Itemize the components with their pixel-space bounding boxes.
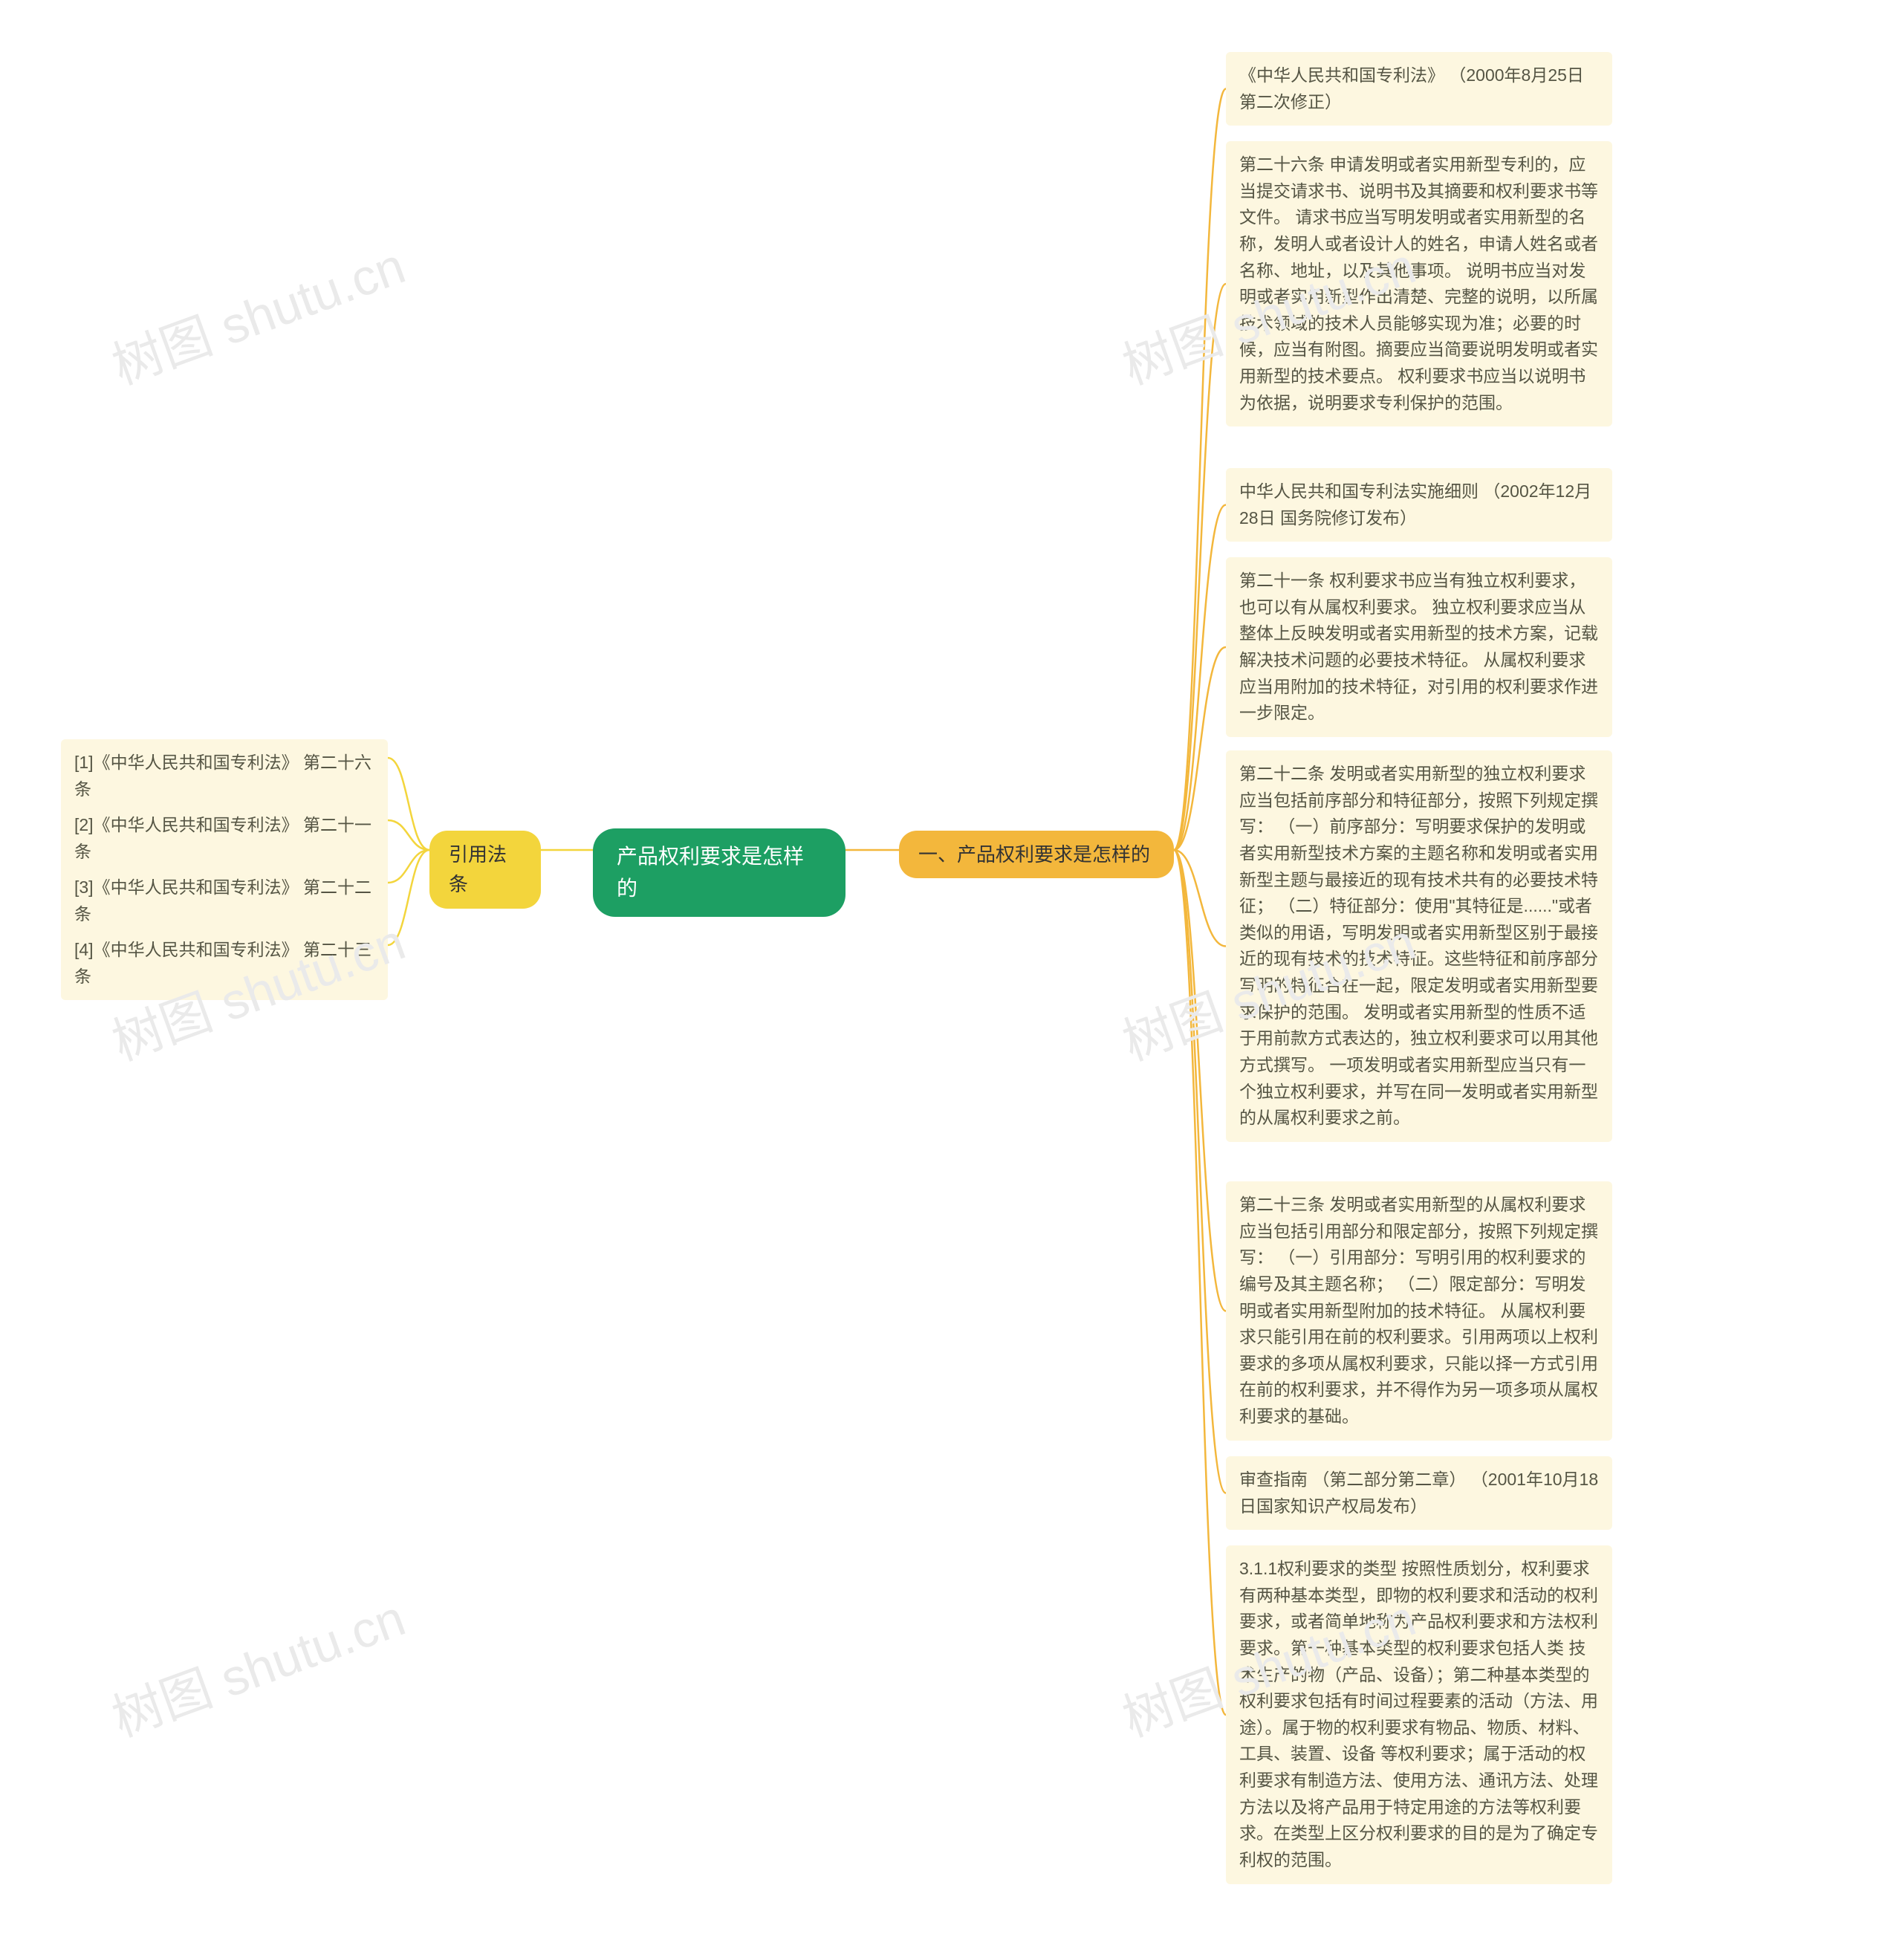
content-item: 第二十二条 发明或者实用新型的独立权利要求应当包括前序部分和特征部分，按照下列规… xyxy=(1226,750,1612,1142)
watermark: 树图 shutu.cn xyxy=(100,225,413,399)
content-item: 第二十三条 发明或者实用新型的从属权利要求应当包括引用部分和限定部分，按照下列规… xyxy=(1226,1181,1612,1441)
content-item: 中华人民共和国专利法实施细则 （2002年12月28日 国务院修订发布） xyxy=(1226,468,1612,542)
citation-item: [4]《中华人民共和国专利法》 第二十三条 xyxy=(61,927,388,1000)
content-item: 审查指南 （第二部分第二章） （2001年10月18日国家知识产权局发布） xyxy=(1226,1456,1612,1530)
mindmap-root: 产品权利要求是怎样的 xyxy=(593,828,845,917)
branch-citations: 引用法条 xyxy=(429,831,541,909)
watermark: 树图 shutu.cn xyxy=(100,1577,413,1751)
branch-section-1: 一、产品权利要求是怎样的 xyxy=(899,831,1174,878)
content-item: 《中华人民共和国专利法》 （2000年8月25日第二次修正） xyxy=(1226,52,1612,126)
content-item: 第二十六条 申请发明或者实用新型专利的，应当提交请求书、说明书及其摘要和权利要求… xyxy=(1226,141,1612,426)
content-item: 第二十一条 权利要求书应当有独立权利要求，也可以有从属权利要求。 独立权利要求应… xyxy=(1226,557,1612,737)
content-item: 3.1.1权利要求的类型 按照性质划分，权利要求有两种基本类型，即物的权利要求和… xyxy=(1226,1545,1612,1884)
